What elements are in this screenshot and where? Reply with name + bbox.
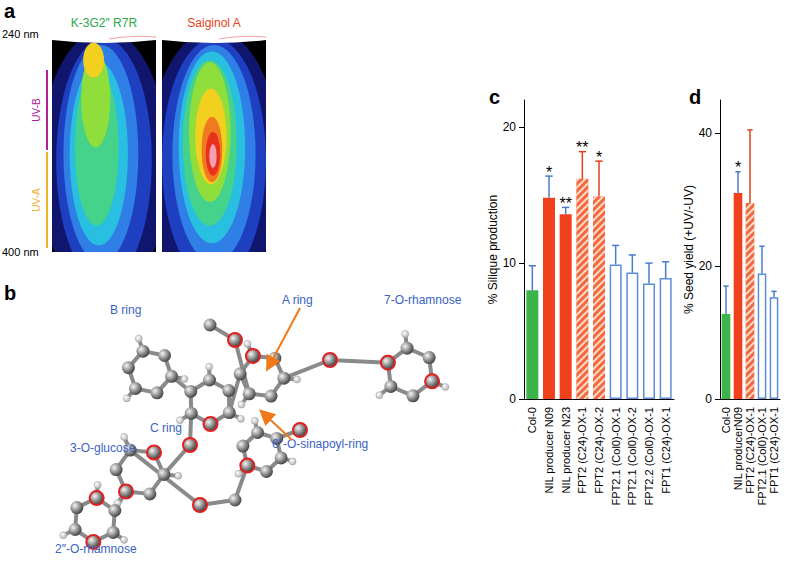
svg-text:B ring: B ring [110, 303, 141, 317]
svg-text:Col-0: Col-0 [526, 407, 538, 433]
svg-text:2″-O-rhamnose: 2″-O-rhamnose [55, 542, 137, 556]
svg-text:FPT1 (C24)-OX-1: FPT1 (C24)-OX-1 [660, 407, 672, 494]
svg-text:400 nm: 400 nm [2, 246, 39, 258]
svg-text:0: 0 [705, 392, 712, 406]
svg-text:FPT2.1 (Col0)-OX-1: FPT2.1 (Col0)-OX-1 [610, 407, 622, 505]
svg-text:a: a [4, 0, 16, 22]
svg-text:% Silique production: % Silique production [486, 195, 500, 304]
svg-text:FPT2.2 (Col0)-OX-1: FPT2.2 (Col0)-OX-1 [643, 407, 655, 505]
svg-text:FPT2 (C24)-OX-2: FPT2 (C24)-OX-2 [593, 407, 605, 494]
svg-text:7-O-rhamnose: 7-O-rhamnose [384, 293, 462, 307]
svg-text:*: * [596, 149, 602, 166]
svg-text:d: d [689, 86, 701, 108]
svg-text:NIL producer N09: NIL producer N09 [543, 407, 555, 493]
svg-text:20: 20 [503, 120, 517, 134]
svg-text:FPT2.1 (Col0)-OX-2: FPT2.1 (Col0)-OX-2 [626, 407, 638, 505]
svg-text:FPT1 (C24)-OX-1: FPT1 (C24)-OX-1 [768, 407, 780, 494]
svg-text:c: c [489, 86, 500, 108]
svg-text:FPT2 (C24)-OX-1: FPT2 (C24)-OX-1 [744, 407, 756, 494]
svg-text:C ring: C ring [150, 421, 182, 435]
svg-text:20: 20 [699, 259, 713, 273]
svg-text:UV-B: UV-B [31, 98, 42, 122]
svg-text:% Seed yield (+UV/-UV): % Seed yield (+UV/-UV) [682, 185, 696, 314]
svg-text:UV-A: UV-A [31, 188, 42, 212]
svg-text:40: 40 [699, 126, 713, 140]
svg-text:240 nm: 240 nm [2, 28, 39, 40]
svg-text:FPT2.1 (Col0)-OX-1: FPT2.1 (Col0)-OX-1 [756, 407, 768, 505]
svg-text:NIL producer N23: NIL producer N23 [560, 407, 572, 493]
svg-text:**: ** [559, 195, 571, 212]
svg-text:K-3G2″ R7R: K-3G2″ R7R [71, 16, 138, 30]
svg-text:Saiginol A: Saiginol A [187, 16, 240, 30]
svg-text:10: 10 [503, 256, 517, 270]
svg-text:3-O-glucose: 3-O-glucose [70, 441, 136, 455]
svg-text:**: ** [576, 139, 588, 156]
svg-text:*: * [546, 164, 552, 181]
svg-text:*: * [735, 159, 741, 176]
svg-text:Col-0: Col-0 [720, 407, 732, 433]
svg-text:0: 0 [509, 392, 516, 406]
svg-text:b: b [4, 282, 16, 304]
svg-text:A ring: A ring [282, 293, 313, 307]
svg-text:FPT2 (C24)-OX-1: FPT2 (C24)-OX-1 [576, 407, 588, 494]
svg-text:NIL producerN09: NIL producerN09 [732, 407, 744, 490]
svg-text:6″-O-sinapoyl-ring: 6″-O-sinapoyl-ring [272, 437, 368, 451]
